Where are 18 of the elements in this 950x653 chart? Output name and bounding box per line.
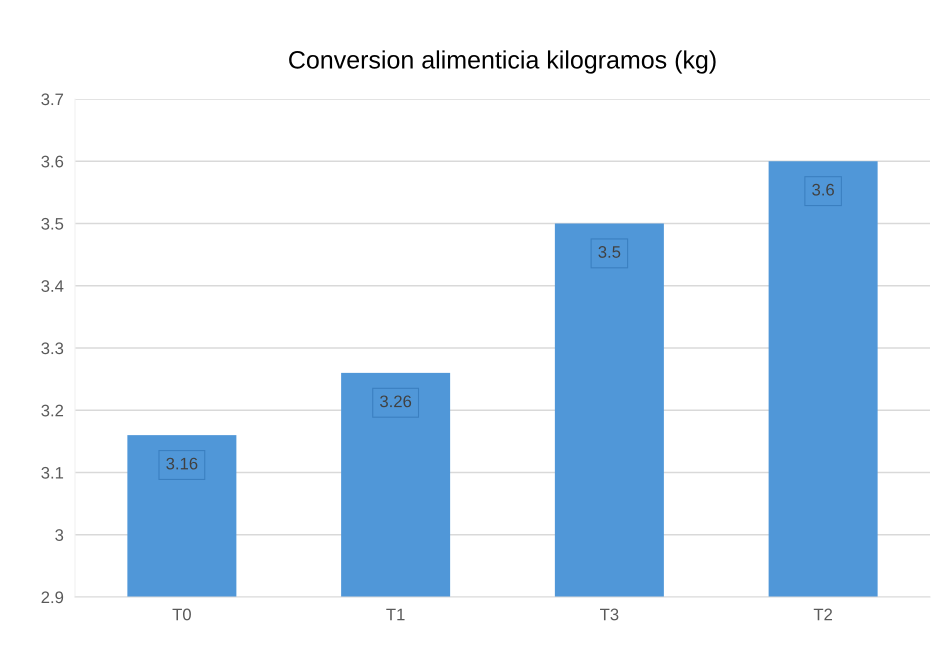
x-tick-label: T2 bbox=[814, 608, 832, 620]
y-tick-label: 3.2 bbox=[41, 404, 64, 416]
y-tick-label: 3 bbox=[55, 529, 64, 541]
y-tick-label: 3.5 bbox=[41, 218, 64, 230]
data-label: 3.26 bbox=[380, 395, 412, 408]
y-tick-label: 2.9 bbox=[42, 591, 64, 604]
y-tick-label: 3.3 bbox=[41, 342, 64, 354]
x-tick-label: T0 bbox=[172, 608, 191, 620]
x-tick-label: T3 bbox=[600, 608, 618, 620]
y-tick-label: 3.6 bbox=[41, 156, 64, 168]
x-tick-label: T1 bbox=[386, 608, 405, 620]
y-tick-label: 3.1 bbox=[41, 466, 64, 479]
chart-title: Conversion alimenticia kilogramos (kg) bbox=[289, 50, 716, 74]
y-tick-label: 3.7 bbox=[41, 93, 64, 106]
data-label: 3.5 bbox=[598, 246, 620, 258]
y-tick-label: 3.4 bbox=[41, 280, 64, 292]
data-label: 3.6 bbox=[812, 184, 834, 196]
data-label: 3.16 bbox=[166, 458, 198, 470]
